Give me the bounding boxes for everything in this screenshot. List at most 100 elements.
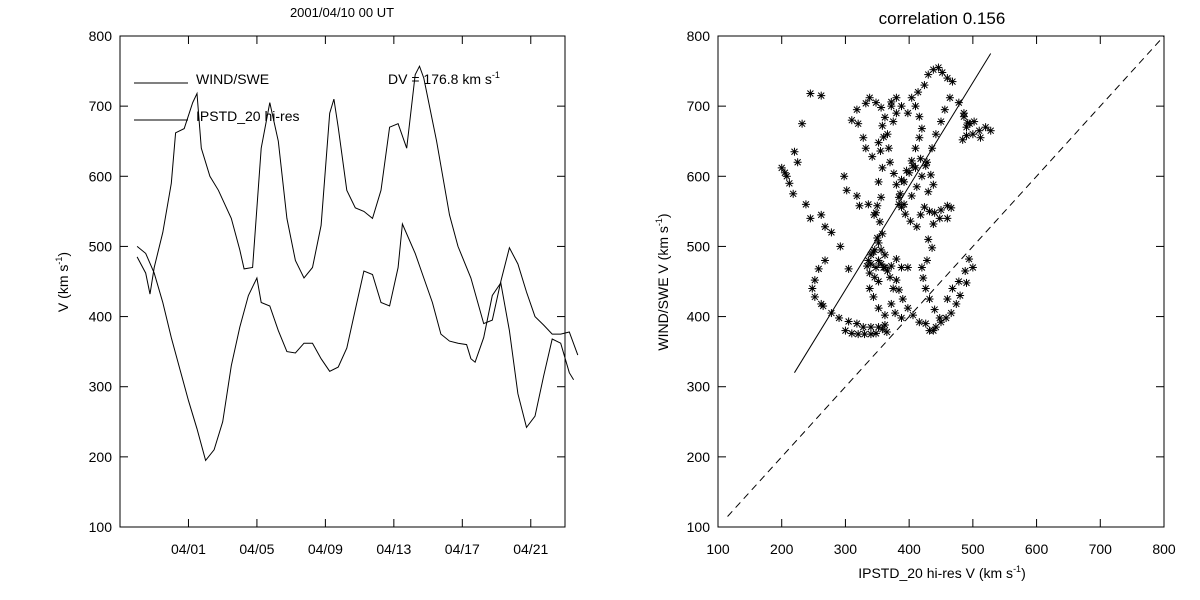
scatter-point xyxy=(877,193,886,202)
scatter-point xyxy=(956,291,965,300)
right-x-tick-label: 200 xyxy=(770,541,794,557)
scatter-point xyxy=(859,133,868,142)
scatter-point xyxy=(981,123,990,132)
scatter-point xyxy=(789,189,798,198)
scatter-point xyxy=(806,214,815,223)
scatter-point xyxy=(903,304,912,313)
scatter-point xyxy=(937,318,945,327)
scatter-point xyxy=(835,313,844,322)
scatter-point xyxy=(968,263,977,272)
scatter-point xyxy=(886,273,895,282)
scatter-point xyxy=(887,299,896,308)
legend-label-wind-swe: WIND/SWE xyxy=(196,71,269,87)
scatter-point xyxy=(903,263,912,272)
scatter-point xyxy=(975,126,984,135)
scatter-point xyxy=(919,273,928,282)
scatter-point xyxy=(782,172,791,181)
scatter-point xyxy=(874,177,883,186)
scatter-point xyxy=(911,102,920,111)
scatter-point xyxy=(874,256,883,265)
scatter-point xyxy=(931,130,940,139)
scatter-point xyxy=(935,214,944,223)
left-y-tick-label: 700 xyxy=(89,98,113,114)
left-y-axis-label-sup: -1 xyxy=(54,257,64,265)
scatter-point xyxy=(921,319,930,328)
left-y-axis-label-close: ) xyxy=(55,252,71,257)
scatter-point xyxy=(897,313,906,322)
scatter-point xyxy=(925,207,934,216)
right-y-tick-label: 600 xyxy=(687,168,711,184)
scatter-point xyxy=(958,135,967,144)
series-line-ipstd xyxy=(136,222,575,462)
scatter-point xyxy=(883,130,892,139)
right-y-tick-label: 300 xyxy=(687,379,711,395)
scatter-point xyxy=(821,256,830,265)
scatter-point xyxy=(894,193,903,202)
scatter-point xyxy=(808,284,817,293)
scatter-point xyxy=(847,116,856,125)
scatter-point xyxy=(937,205,945,214)
scatter-point xyxy=(907,156,916,165)
dv-annotation: DV = 176.8 km s-1 xyxy=(388,70,500,87)
scatter-point xyxy=(884,144,893,153)
scatter-point xyxy=(806,89,815,98)
right-x-tick-label: 500 xyxy=(961,541,985,557)
scatter-point xyxy=(859,323,868,332)
left-y-tick-label: 100 xyxy=(89,519,113,535)
right-chart-title: correlation 0.156 xyxy=(879,9,1006,28)
scatter-point xyxy=(841,326,850,335)
scatter-point xyxy=(920,81,929,90)
scatter-point xyxy=(912,182,921,191)
scatter-point xyxy=(869,292,878,301)
scatter-point xyxy=(906,217,915,226)
scatter-point xyxy=(785,179,794,188)
scatter-point xyxy=(810,292,819,301)
scatter-point xyxy=(790,147,799,156)
right-plot-frame xyxy=(717,35,1165,528)
scatter-point xyxy=(892,109,901,118)
right-x-tick-label: 300 xyxy=(834,541,858,557)
left-x-tick-label: 04/09 xyxy=(308,541,343,557)
scatter-point xyxy=(887,262,896,271)
left-plot-frame xyxy=(119,35,566,528)
scatter-point xyxy=(880,320,889,329)
scatter-point xyxy=(897,102,906,111)
scatter-point xyxy=(889,117,898,126)
scatter-point xyxy=(852,319,861,328)
scatter-point xyxy=(924,235,933,244)
scatter-point xyxy=(882,328,891,337)
scatter-point xyxy=(869,248,878,257)
right-y-tick-label: 100 xyxy=(687,519,711,535)
scatter-point xyxy=(908,311,917,320)
scatter-point xyxy=(905,168,914,177)
identity-dashed-line xyxy=(727,35,1165,517)
scatter-point xyxy=(907,93,916,102)
scatter-point xyxy=(929,180,938,189)
scatter-point xyxy=(917,263,926,272)
scatter-point xyxy=(954,277,963,286)
right-x-tick-label: 700 xyxy=(1089,541,1113,557)
scatter-point xyxy=(962,278,971,287)
scatter-point xyxy=(868,152,877,161)
scatter-point xyxy=(877,245,886,254)
scatter-point xyxy=(847,329,856,338)
scatter-point xyxy=(817,91,826,100)
scatter-point xyxy=(947,203,956,212)
right-y-tick-label: 800 xyxy=(687,28,711,44)
scatter-point xyxy=(891,309,900,318)
scatter-point xyxy=(870,210,879,219)
scatter-point xyxy=(855,201,864,210)
scatter-point xyxy=(952,299,961,308)
scatter-point xyxy=(968,130,977,139)
scatter-point xyxy=(942,313,951,322)
right-y-tick-label: 200 xyxy=(687,449,711,465)
scatter-point xyxy=(836,242,845,251)
right-x-axis: 100 200 300 400 500 600 700 800 xyxy=(706,36,1176,557)
right-y-axis-label-text: WIND/SWE V (km s xyxy=(655,226,671,350)
right-x-axis-label-sup: -1 xyxy=(1013,564,1021,574)
left-chart-title: 2001/04/10 00 UT xyxy=(290,5,394,20)
right-y-tick-label: 700 xyxy=(687,98,711,114)
scatter-point xyxy=(924,187,933,196)
scatter-point xyxy=(873,234,882,243)
